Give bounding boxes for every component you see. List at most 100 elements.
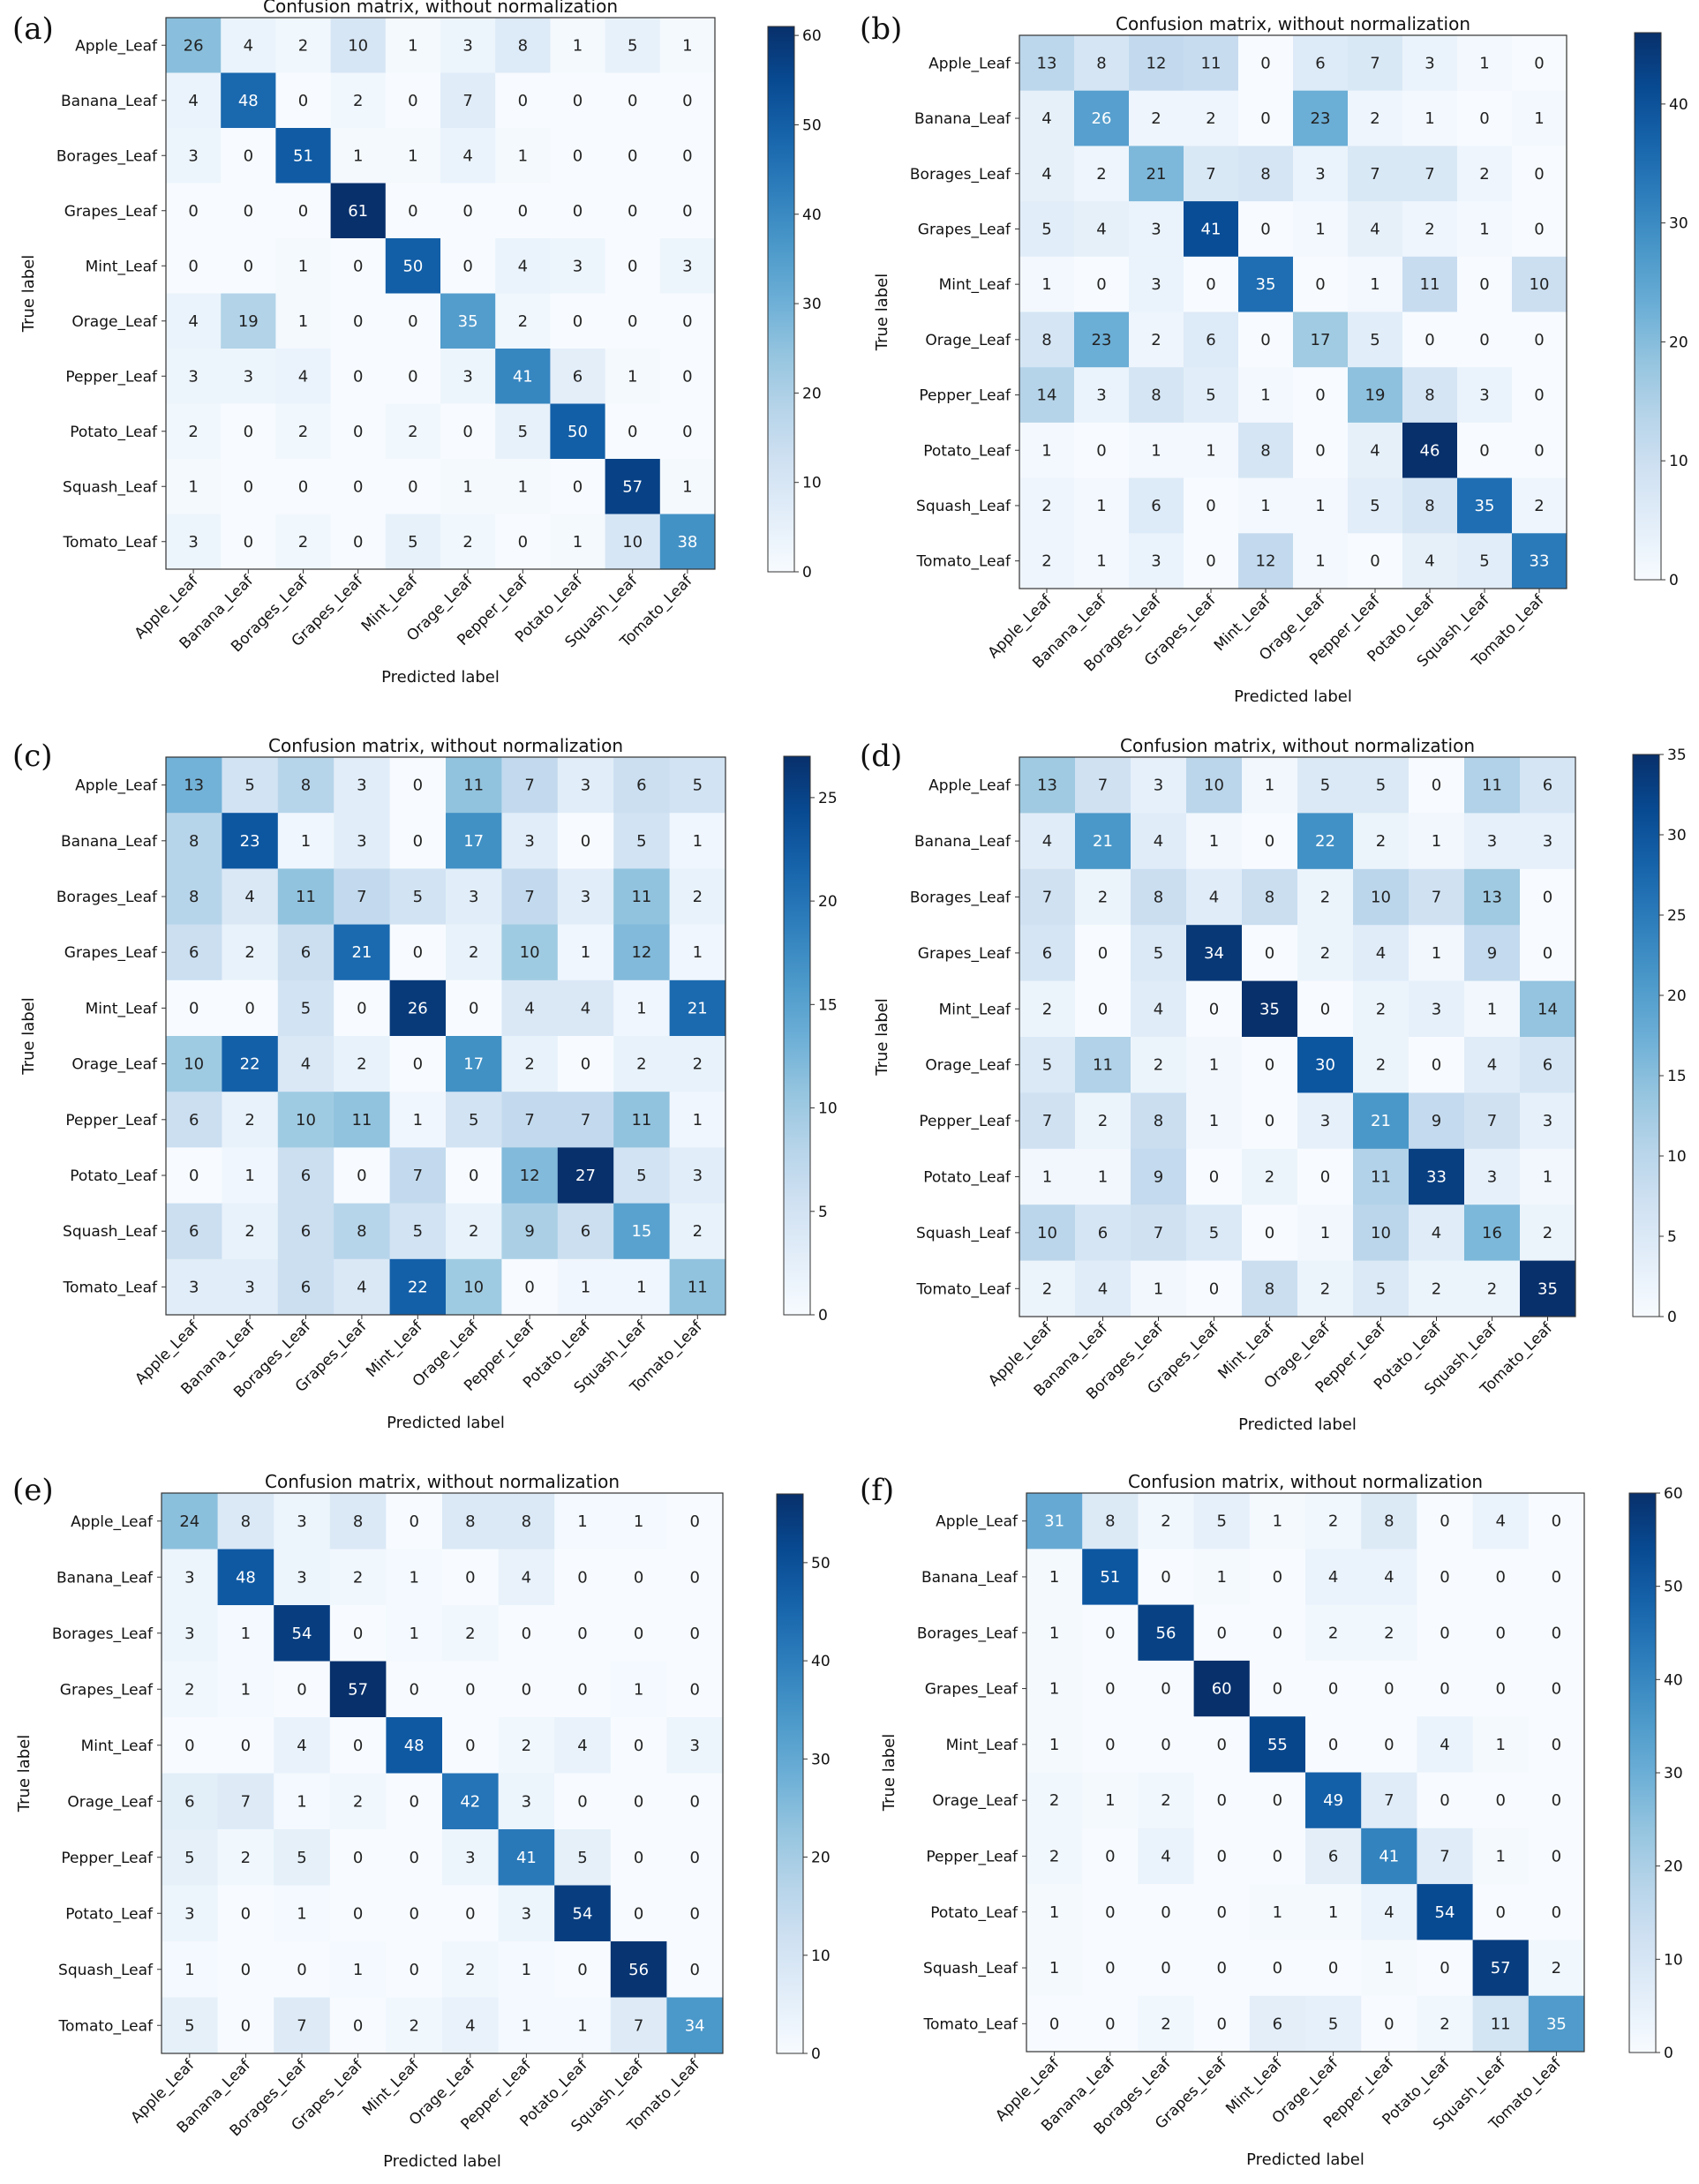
cell-value: 0: [682, 202, 692, 221]
matrix-cell: [275, 238, 332, 294]
matrix-cell: [1528, 1940, 1585, 1997]
matrix-cell: [440, 459, 496, 514]
cell-value: 0: [184, 1737, 194, 1755]
matrix-cell: [385, 514, 441, 570]
matrix-cell: [440, 72, 496, 129]
matrix-cell: [166, 1258, 222, 1316]
matrix-cell: [274, 1661, 331, 1718]
y-tick-label: Squash_Leaf: [63, 1223, 158, 1241]
cell-value: 0: [353, 1849, 363, 1867]
y-tick-label: Potato_Leaf: [70, 424, 158, 441]
chart-title: Confusion matrix, without normalization: [263, 0, 618, 17]
cell-value: 2: [1425, 220, 1434, 238]
cell-value: 2: [1384, 1624, 1394, 1642]
matrix-cell: [275, 128, 332, 184]
cell-value: 4: [1384, 1903, 1394, 1922]
matrix-cell: [334, 1203, 391, 1260]
colorbar-tick-label: 0: [1667, 1309, 1677, 1326]
matrix-cell: [386, 1549, 443, 1606]
matrix-cell: [1305, 1772, 1362, 1829]
matrix-cell: [440, 128, 496, 184]
matrix-cell: [669, 1203, 726, 1260]
cell-value: 0: [1440, 1624, 1449, 1642]
cell-value: 0: [353, 2016, 363, 2035]
cell-value: 0: [353, 257, 363, 275]
matrix-cell: [1297, 1037, 1354, 1093]
matrix-cell: [659, 183, 716, 239]
cell-value: 4: [357, 1278, 366, 1296]
matrix-cell: [1019, 533, 1075, 589]
cell-value: 5: [628, 36, 637, 55]
cell-value: 0: [188, 257, 198, 275]
matrix-frame: [1019, 34, 1567, 589]
cell-value: 0: [628, 92, 637, 110]
cell-value: 0: [1209, 1000, 1219, 1018]
cell-value: 1: [1495, 1847, 1505, 1865]
matrix-cell: [1361, 1884, 1417, 1940]
cell-value: 11: [631, 888, 651, 906]
matrix-cell: [1238, 90, 1294, 146]
cell-value: 3: [581, 777, 590, 795]
cell-value: 0: [409, 1512, 418, 1531]
cell-value: 7: [1487, 1112, 1497, 1130]
matrix-cell: [166, 183, 222, 239]
cell-value: 60: [1212, 1680, 1232, 1699]
matrix-cell: [1131, 1037, 1187, 1093]
cell-value: 2: [1096, 165, 1106, 184]
matrix-cell: [166, 813, 222, 869]
cell-value: 5: [1206, 387, 1215, 405]
matrix-cell: [1512, 201, 1567, 258]
matrix-cell: [274, 1773, 331, 1830]
matrix-cell: [386, 1885, 443, 1942]
matrix-cell: [275, 183, 332, 239]
cell-value: 11: [1371, 1168, 1391, 1187]
y-axis-label: True label: [873, 998, 891, 1077]
matrix-cell: [610, 1885, 667, 1942]
cell-value: 5: [577, 1849, 587, 1867]
matrix-cell: [554, 1885, 612, 1942]
matrix-cell: [557, 1203, 614, 1260]
cell-value: 0: [1320, 1000, 1330, 1018]
matrix-cell: [166, 868, 222, 926]
matrix-cell: [605, 403, 661, 460]
matrix-cell: [1417, 1716, 1474, 1773]
cell-value: 0: [518, 92, 528, 110]
cell-value: 0: [1209, 1280, 1219, 1298]
cell-value: 3: [189, 1278, 199, 1296]
matrix-cell: [386, 1493, 443, 1550]
y-tick-label: Orage_Leaf: [71, 313, 158, 331]
cell-value: 0: [1260, 220, 1270, 238]
matrix-cell: [1305, 1549, 1362, 1606]
cell-value: 1: [1320, 1224, 1330, 1242]
matrix-cell: [389, 1147, 447, 1205]
cell-value: 0: [298, 92, 308, 110]
matrix-cell: [1297, 1205, 1354, 1262]
cell-value: 56: [1156, 1624, 1177, 1642]
cell-value: 1: [241, 1625, 251, 1643]
cell-value: 7: [1425, 165, 1434, 184]
cell-value: 3: [188, 367, 198, 386]
matrix-cell: [554, 1829, 612, 1886]
cell-value: 2: [1206, 109, 1215, 128]
cell-value: 0: [1495, 1624, 1505, 1642]
cell-value: 2: [1328, 1512, 1338, 1531]
cell-value: 11: [463, 777, 484, 795]
cell-value: 1: [682, 36, 692, 55]
cell-value: 0: [689, 1904, 699, 1923]
cell-value: 7: [524, 888, 534, 906]
cell-value: 0: [353, 477, 363, 496]
matrix-cell: [1297, 980, 1354, 1038]
colorbar-tick-label: 20: [1667, 987, 1687, 1005]
colorbar-tick-label: 30: [1669, 215, 1688, 233]
cell-value: 2: [184, 1680, 194, 1699]
matrix-cell: [1402, 367, 1458, 424]
matrix-cell: [389, 868, 447, 926]
matrix-cell: [554, 1941, 612, 1998]
matrix-cell: [1361, 1549, 1417, 1606]
matrix-cell: [1417, 1884, 1474, 1940]
chart-title: Confusion matrix, without normalization: [1128, 1471, 1483, 1492]
cell-value: 8: [1265, 889, 1274, 907]
matrix-cell: [1184, 533, 1239, 589]
cell-value: 1: [522, 2016, 531, 2035]
cell-value: 2: [1320, 889, 1330, 907]
